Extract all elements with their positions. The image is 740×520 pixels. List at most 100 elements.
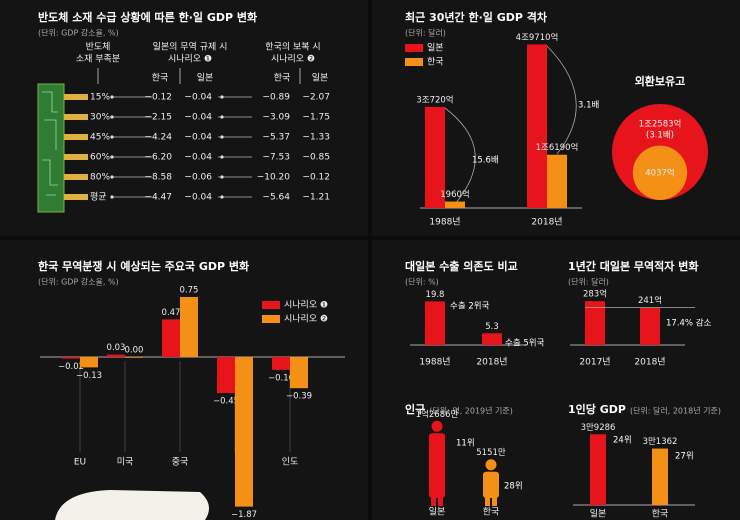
chart-subtitle: (단위: 명, 2019년 기준) xyxy=(429,406,513,416)
bar xyxy=(547,154,567,208)
chart-title: 한국 무역분쟁 시 예상되는 주요국 GDP 변화 xyxy=(38,259,249,273)
data-label: 3만9286 xyxy=(581,423,616,433)
column-subheader: 일본 xyxy=(197,73,214,84)
table-cell: −0.89 xyxy=(262,93,290,103)
table-cell: −1.33 xyxy=(302,133,330,143)
row-dot xyxy=(110,115,114,119)
person-body xyxy=(483,471,499,498)
hand-illustration xyxy=(55,490,209,520)
data-label: −0.13 xyxy=(76,371,102,381)
data-label: 0.00 xyxy=(125,346,144,356)
x-tick-label: 2017년 xyxy=(579,357,610,368)
row-label: 15% xyxy=(90,93,110,103)
column-subheader: 일본 xyxy=(312,73,329,84)
table-cell: −0.12 xyxy=(302,173,330,183)
row-dot xyxy=(220,135,224,139)
x-tick-label: 인도 xyxy=(282,457,299,468)
person-leg xyxy=(431,498,436,506)
divider xyxy=(368,0,372,520)
table-cell: −0.12 xyxy=(144,93,172,103)
person-leg xyxy=(438,498,443,506)
bar xyxy=(162,319,180,357)
table-cell: −1.21 xyxy=(302,193,330,203)
table-cell: −5.37 xyxy=(262,133,290,143)
row-label: 30% xyxy=(90,113,110,123)
annotation: 24위 xyxy=(613,436,632,446)
column-subheader: 한국 xyxy=(152,73,169,84)
table-cell: −2.07 xyxy=(302,93,330,103)
row-dot xyxy=(110,135,114,139)
table-cell: −10.20 xyxy=(257,173,291,183)
table-cell: −1.75 xyxy=(302,113,330,123)
annotation: 28위 xyxy=(504,482,523,492)
data-label: 0.03 xyxy=(107,343,126,353)
column-header: 반도체 xyxy=(86,42,111,53)
table-subtitle: (단위: GDP 감소율, %) xyxy=(38,28,119,38)
bar xyxy=(290,357,308,389)
data-label: −0.16 xyxy=(268,373,294,383)
ratio-arc xyxy=(444,107,476,205)
bar xyxy=(107,354,125,357)
person-leg xyxy=(485,498,490,506)
person-head xyxy=(431,420,443,432)
x-tick-label: 1988년 xyxy=(429,217,460,228)
data-label: −1.87 xyxy=(231,510,257,520)
x-tick-label: 2018년 xyxy=(476,357,507,368)
annotation: 3.1배 xyxy=(578,101,599,111)
reserve-circle xyxy=(632,145,688,200)
row-label: 45% xyxy=(90,133,110,143)
data-label: 1조6190억 xyxy=(536,142,579,153)
chart-title: 대일본 수출 의존도 비교 xyxy=(405,259,518,273)
legend-label: 시나리오 ❶ xyxy=(284,300,328,311)
x-tick-label: 2018년 xyxy=(531,217,562,228)
row-dot xyxy=(110,155,114,159)
data-label: 0.47 xyxy=(162,308,181,318)
row-label: 평균 xyxy=(90,192,107,203)
data-label: −0.45 xyxy=(213,397,239,407)
chart-title: 외환보유고 xyxy=(635,74,686,88)
row-label: 80% xyxy=(90,173,110,183)
annotation: 27위 xyxy=(675,452,694,462)
row-label: 60% xyxy=(90,153,110,163)
row-dot xyxy=(110,95,114,99)
data-label: 283억 xyxy=(583,289,607,300)
table-cell: −2.15 xyxy=(144,113,172,123)
data-label: 5151만 xyxy=(476,448,506,458)
data-label: 1960억 xyxy=(440,189,469,200)
x-tick-label: 1988년 xyxy=(419,357,450,368)
row-dot xyxy=(220,95,224,99)
bar xyxy=(180,297,198,357)
table-cell: −4.47 xyxy=(144,193,172,203)
ratio-arc xyxy=(546,45,577,155)
annotation: (3.1배) xyxy=(646,131,674,141)
x-tick-label: 한국 xyxy=(483,507,500,518)
bar xyxy=(62,357,80,359)
table-title: 반도체 소재 수급 상황에 따른 한·일 GDP 변화 xyxy=(38,10,257,24)
column-header: 시나리오 ❶ xyxy=(168,54,212,65)
table-cell: −5.64 xyxy=(262,193,290,203)
annotation: 11위 xyxy=(456,439,475,449)
legend-swatch xyxy=(262,315,280,323)
person-body xyxy=(429,433,445,498)
legend-label: 일본 xyxy=(427,43,444,54)
row-dot xyxy=(110,175,114,179)
arrows xyxy=(97,68,301,84)
chart-title: 인구 xyxy=(405,402,425,416)
table-cell: −7.53 xyxy=(262,153,290,163)
chart-title: 1인당 GDP xyxy=(568,402,626,416)
bar xyxy=(585,301,605,345)
table-cell: −3.09 xyxy=(262,113,290,123)
chart-subtitle: (단위: %) xyxy=(405,277,439,287)
table-cell: −4.24 xyxy=(144,133,172,143)
data-label: 1조2583억 xyxy=(639,119,682,130)
bar xyxy=(125,357,143,358)
annotation: 15.6배 xyxy=(472,156,499,166)
annotation: 수출 2위국 xyxy=(450,301,490,312)
legend-label: 한국 xyxy=(427,57,444,68)
table-cell: −0.04 xyxy=(184,93,212,103)
row-dot xyxy=(220,195,224,199)
x-tick-label: 한국 xyxy=(652,509,669,520)
annotation: 17.4% 감소 xyxy=(666,318,712,329)
bar xyxy=(217,357,235,393)
